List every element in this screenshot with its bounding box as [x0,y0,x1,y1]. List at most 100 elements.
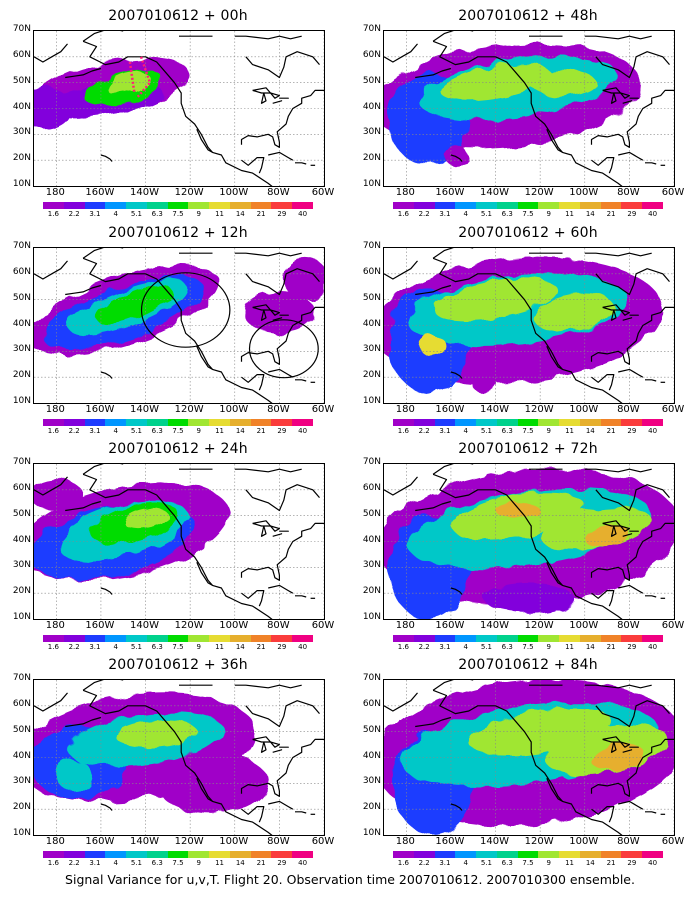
coastline [240,522,324,581]
y-tick-label: 30N [12,127,31,138]
coastline [240,306,324,365]
colorbar-label: 40 [298,643,308,651]
coastline [620,525,630,532]
y-tick-label: 70N [362,24,381,34]
colorbar-label: 4 [113,427,118,435]
coastline [295,811,307,814]
y-tick-label: 20N [362,586,381,597]
colorbar-label: 14 [585,643,595,651]
panel-title: 2007010612 + 72h [458,441,598,457]
coastline [65,67,102,79]
x-tick-label: 80W [617,187,640,198]
coastline [82,248,124,259]
coastline [234,35,302,40]
coastline [618,584,644,594]
colorbar-swatch [292,851,313,858]
y-tick-label: 30N [12,560,31,571]
coastline [591,157,615,174]
x-tick-label: 160W [85,836,115,847]
colorbar-swatch [63,851,85,858]
x-tick-label: 140W [480,404,510,415]
colorbar-label: 6.3 [151,859,163,867]
colorbar-swatch [271,851,293,858]
coastline [384,260,418,280]
variance-field [34,693,269,815]
colorbar-swatch [517,851,539,858]
colorbar-swatch [517,419,539,426]
coastline [270,741,280,748]
y-tick-label: 20N [12,586,31,597]
x-tick-label: 80W [617,836,640,847]
variance-contour [96,285,172,325]
colorbar-swatch [126,202,147,209]
map-canvas [34,464,324,619]
x-tick-label: 100W [219,404,249,415]
colorbar-label: 5.1 [130,210,143,218]
colorbar-label: 9 [196,643,201,651]
colorbar-label: 2.2 [68,643,80,651]
coastline [584,468,652,473]
colorbar-label: 29 [277,859,287,867]
colorbar-swatch [642,202,663,209]
x-tick-label: 80W [267,620,290,631]
colorbar [43,419,313,426]
colorbar-label: 1.6 [397,859,409,867]
coastline [82,680,124,691]
y-tick-label: 20N [12,802,31,813]
coastline [591,806,615,823]
coastline [590,306,674,365]
colorbar-swatch [84,851,106,858]
colorbar-swatch [146,202,168,209]
colorbar [393,851,663,858]
x-tick-label: 160W [435,187,465,198]
x-tick-label: 160W [85,187,115,198]
y-tick-label: 10N [362,179,381,189]
colorbar-label: 4 [463,859,468,867]
colorbar-swatch [209,202,230,209]
colorbar-label: 21 [606,210,616,218]
colorbar-swatch [579,419,601,426]
colorbar-swatch [292,202,313,209]
coastline [65,500,102,512]
coastline [432,464,474,475]
colorbar-label: 14 [235,643,245,651]
colorbar-swatch [538,202,560,209]
y-tick-label: 20N [362,370,381,381]
coastline [622,317,633,321]
colorbar-swatch [167,202,189,209]
colorbar-label: 21 [256,643,266,651]
coastline [450,371,463,379]
colorbar-swatch [496,635,518,642]
variance-contour [444,144,467,166]
variance-contour [471,372,498,393]
colorbar-swatch [600,419,622,426]
colorbar-label: 2.2 [418,210,430,218]
colorbar-swatch [146,635,168,642]
coastline [546,128,563,153]
coastline [272,749,283,753]
colorbar-label: 3.1 [439,427,451,435]
coastline [610,741,617,753]
colorbar-label: 7.5 [172,427,184,435]
colorbar-swatch [167,851,189,858]
colorbar-label: 3.1 [439,643,451,651]
colorbar-label: 6.3 [151,643,163,651]
x-tick-label: 120W [174,187,204,198]
coastline [34,43,68,63]
colorbar-label: 5.1 [130,859,143,867]
x-tick-label: 100W [219,620,249,631]
colorbar-swatch [84,419,106,426]
colorbar-label: 5.1 [480,427,493,435]
colorbar-swatch [63,419,85,426]
colorbar-label: 29 [277,210,287,218]
colorbar-swatch [105,851,127,858]
coastline [590,89,674,148]
colorbar [393,202,663,209]
colorbar-swatch [517,202,539,209]
coastline [620,309,630,316]
x-tick-label: 180 [395,836,415,847]
x-tick-label: 160W [85,620,115,631]
coastline [432,40,623,186]
colorbar-swatch [579,635,601,642]
colorbar-swatch [105,202,127,209]
